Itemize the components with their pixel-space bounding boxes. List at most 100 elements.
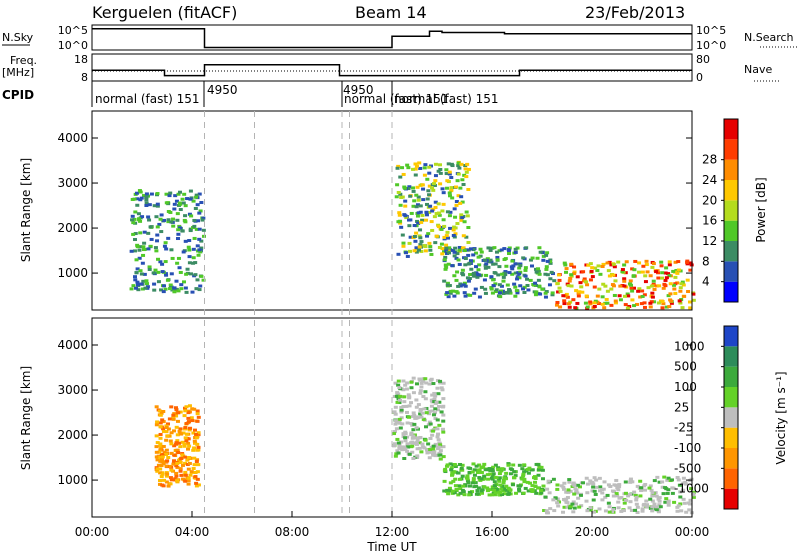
echo-cell: [406, 445, 411, 449]
echo-cell: [193, 273, 198, 277]
echo-cell: [194, 436, 199, 440]
echo-cell: [140, 215, 145, 219]
echo-cell: [444, 265, 449, 269]
echo-cell: [166, 218, 171, 222]
echo-cell: [153, 246, 158, 250]
echo-cell: [675, 476, 680, 480]
echo-cell: [191, 448, 196, 452]
echo-cell: [185, 197, 190, 201]
echo-cell: [628, 500, 633, 504]
echo-cell: [146, 247, 151, 251]
echo-cell: [396, 392, 401, 396]
echo-cell: [152, 288, 157, 292]
echo-cell: [603, 509, 608, 513]
echo-cell: [589, 269, 594, 273]
echo-cell: [631, 274, 636, 278]
echo-cell: [472, 274, 477, 278]
echo-cell: [479, 285, 484, 289]
echo-cell: [493, 475, 498, 479]
echo-cell: [146, 231, 151, 235]
echo-cell: [520, 467, 525, 471]
echo-cell: [431, 188, 436, 192]
echo-cell: [433, 454, 438, 458]
echo-cell: [641, 503, 646, 507]
y-tick-label: 3000: [57, 383, 88, 397]
echo-cell: [409, 401, 414, 405]
echo-cell: [183, 409, 188, 413]
echo-cell: [164, 247, 169, 251]
echo-cell: [402, 456, 407, 460]
echo-cell: [459, 213, 464, 217]
echo-cell: [185, 462, 190, 466]
echo-cell: [458, 282, 463, 286]
echo-cell: [679, 509, 684, 513]
echo-cell: [503, 477, 508, 481]
echo-cell: [572, 492, 577, 496]
echo-cell: [194, 432, 199, 436]
echo-cell: [395, 437, 400, 441]
echo-cell: [476, 255, 481, 259]
echo-cell: [187, 404, 192, 408]
echo-cell: [584, 280, 589, 284]
echo-cell: [483, 266, 488, 270]
echo-cell: [174, 408, 179, 412]
echo-cell: [485, 489, 490, 493]
echo-cell: [155, 204, 160, 208]
echo-cell: [159, 464, 164, 468]
echo-cell: [575, 483, 580, 487]
echo-cell: [451, 289, 456, 293]
echo-cell: [154, 450, 159, 454]
echo-cell: [669, 299, 674, 303]
echo-cell: [158, 448, 163, 452]
echo-cell: [534, 290, 539, 294]
echo-cell: [399, 195, 404, 199]
echo-cell: [456, 194, 461, 198]
echo-cell: [416, 221, 421, 225]
echo-cell: [409, 433, 414, 437]
echo-cell: [637, 261, 642, 265]
echo-cell: [513, 250, 518, 254]
echo-cell: [496, 467, 501, 471]
echo-cell: [461, 484, 466, 488]
echo-cell: [186, 245, 191, 249]
echo-cell: [465, 276, 470, 280]
echo-cell: [433, 394, 438, 398]
echo-cell: [442, 468, 447, 472]
echo-cell: [450, 196, 455, 200]
colorbar-tick-label: 20: [702, 193, 717, 207]
echo-cell: [533, 293, 538, 297]
echo-cell: [482, 258, 487, 262]
echo-cell: [195, 203, 200, 207]
echo-cell: [514, 289, 519, 293]
noise-left-tick-bottom: 10^0: [58, 39, 88, 52]
echo-cell: [583, 301, 588, 305]
echo-cell: [432, 182, 437, 186]
echo-cell: [486, 468, 491, 472]
echo-cell: [407, 415, 412, 419]
echo-cell: [607, 274, 612, 278]
echo-cell: [543, 495, 548, 499]
echo-cell: [192, 236, 197, 240]
echo-cell: [526, 288, 531, 292]
echo-cell: [432, 391, 437, 395]
echo-cell: [645, 503, 650, 507]
y-tick-label: 4000: [57, 338, 88, 352]
echo-cell: [437, 213, 442, 217]
echo-cell: [442, 250, 447, 254]
echo-cell: [508, 291, 513, 295]
echo-cell: [168, 439, 173, 443]
echo-cell: [664, 266, 669, 270]
echo-cell: [554, 303, 559, 307]
echo-cell: [187, 248, 192, 252]
echo-cell: [439, 242, 444, 246]
echo-cell: [470, 470, 475, 474]
colorbar-tick-label: 28: [702, 153, 717, 167]
echo-cell: [677, 299, 682, 303]
echo-cell: [567, 506, 572, 510]
echo-cell: [172, 207, 177, 211]
echo-cell: [176, 289, 181, 293]
echo-cell: [544, 290, 549, 294]
echo-cell: [646, 286, 651, 290]
echo-cell: [611, 508, 616, 512]
